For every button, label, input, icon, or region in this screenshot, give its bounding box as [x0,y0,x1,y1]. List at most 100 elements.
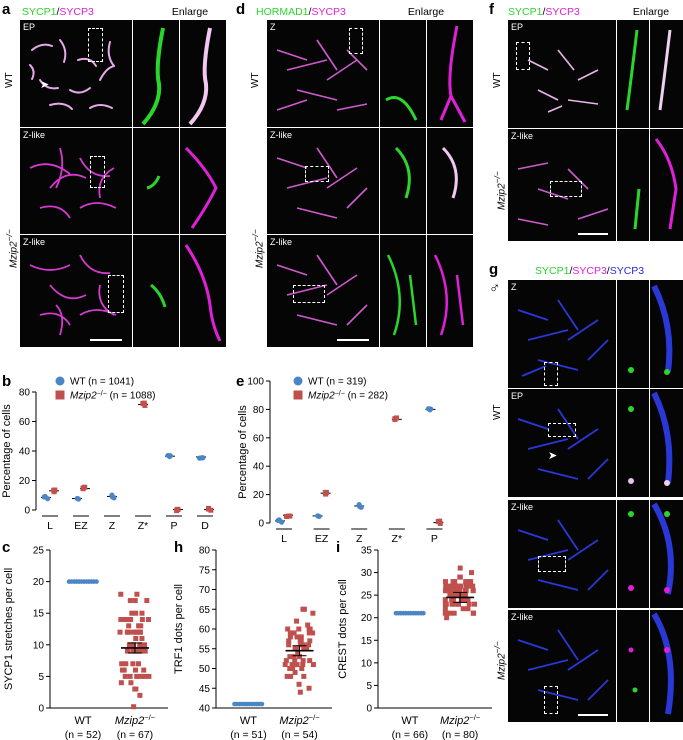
arrow-marker-icon: ➤ [548,450,558,462]
data-point [442,606,448,612]
data-point [174,508,180,514]
data-point [301,673,307,679]
data-point [297,654,303,660]
y-tick-label: 60 [19,417,31,428]
y-tick-label: 40 [19,447,31,458]
data-point [130,661,136,667]
panel-g-enlarge-merge-z [650,280,683,388]
panel-d-enlarge-green-mut1 [380,128,426,234]
y-tick-label: 45 [199,684,211,695]
data-point [109,494,116,500]
data-point [457,588,463,594]
panel-a-enlarge-merge-mut1 [180,128,226,234]
data-point [118,617,124,623]
data-point [282,662,288,668]
panel-a-enlarge-label: Enlarge [171,6,209,18]
stage-tag: Z [511,282,517,292]
y-axis-label: Percentage of cells [1,404,13,498]
y-tick-label: 0 [38,704,44,715]
panel-d-enlarge-merge-wt [427,20,473,127]
panel-letter-e: e [236,373,245,390]
panel-letter-b: b [2,373,12,390]
panel-a-enlarge-green-mut1 [133,128,179,234]
data-point [294,662,300,668]
legend-label: Mzip2−/− (n = 1088) [70,390,155,402]
x-group-label: EZ [74,520,88,532]
panel-letter-f: f [489,1,494,18]
data-point [463,583,469,589]
header-magenta-label: SYCP3 [59,6,94,18]
panel-f-enlarge-green-mut [617,129,649,241]
data-point [292,662,298,668]
data-point [122,673,128,679]
data-point [289,662,295,668]
header-green-label: HORMAD1 [256,6,309,18]
data-point [307,638,313,644]
data-point [455,601,461,607]
panel-f-header: SYCP1/SYCP3 [508,6,580,18]
enlarge-region-box [88,28,103,62]
data-point [287,630,293,636]
scale-bar [337,339,369,341]
data-point [442,601,448,607]
data-point [121,617,127,623]
data-point [283,658,289,664]
enlarge-region-box [305,166,329,182]
panel-a-enlarge-green-wt [133,20,179,127]
y-axis-label: TRF1 dots per cell [173,584,185,674]
data-point [130,629,136,635]
panel-letter-a: a [2,1,11,18]
y-axis-label: CREST dots per cell [337,579,349,678]
data-point [124,648,130,654]
chromosome-spread [29,39,115,110]
x-category-label: WT [401,715,418,727]
data-point [139,617,145,623]
data-point [306,685,312,691]
enlarge-region-box [550,181,582,197]
stage-tag: EP [511,22,524,32]
y-tick-label: 40 [199,704,211,715]
data-point [167,453,173,459]
panel-a-micrograph-wt: EP ➤ [20,20,132,127]
data-point [128,680,134,686]
data-point [139,635,145,641]
header-magenta-label: SYCP3 [572,265,607,277]
y-tick-label: 20 [253,490,265,501]
panel-d-micrograph-wt: Z [267,20,379,127]
data-point [470,583,476,589]
x-group-label: D [201,520,209,532]
data-point [315,513,321,519]
legend-marker-wt [55,376,65,386]
panel-g-enlarge-dots-mut1 [617,500,649,608]
scale-bar [578,714,608,716]
data-point [454,592,460,598]
data-point [457,574,463,580]
data-point [307,658,313,664]
data-point [458,583,464,589]
y-tick-label: 80 [199,546,211,557]
data-point [457,565,463,571]
panel-g-enlarge-dots-ep [617,389,649,497]
data-point [296,626,302,632]
data-point [134,591,140,597]
y-axis-label: SYCP1 stretches per cell [3,568,15,690]
data-point [127,617,133,623]
enlarge-region-box [108,275,124,313]
data-point [275,517,281,524]
data-point [118,591,124,597]
data-point [322,490,328,496]
data-point [133,635,139,641]
data-point [450,579,456,585]
panel-d-enlarge-label: Enlarge [407,6,445,18]
data-point [293,646,299,652]
arrow-marker-icon: ➤ [40,79,50,91]
data-point [442,588,448,594]
y-tick-label: 60 [253,433,265,444]
data-point [449,588,455,594]
data-point [142,648,148,654]
data-point [133,667,139,673]
stage-tag: EP [511,391,524,401]
data-point [470,588,476,594]
data-point [421,610,426,616]
data-point [124,629,130,635]
